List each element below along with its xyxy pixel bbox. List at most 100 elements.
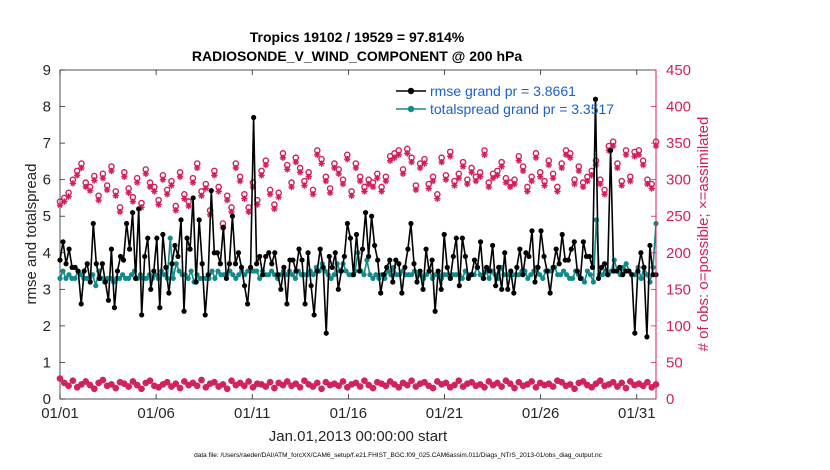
rmse-point <box>344 220 351 227</box>
totalspread-point <box>331 272 337 278</box>
obs-lower-assimilated-point <box>228 377 235 384</box>
totalspread-point <box>525 275 531 281</box>
obs-lower-assimilated-point <box>515 378 522 386</box>
obs-star-stroke <box>211 379 218 385</box>
obs-star-stroke <box>233 165 239 171</box>
rmse-point <box>384 264 390 270</box>
obs-assimilated-point <box>575 167 583 175</box>
obs-star-stroke <box>83 184 89 190</box>
obs-star-stroke <box>331 380 338 387</box>
obs-star-stroke <box>550 383 556 390</box>
rmse-point <box>84 261 90 267</box>
obs-star-stroke <box>305 174 312 180</box>
rmse-point <box>311 312 317 318</box>
y-right-tick-label: 350 <box>666 135 691 152</box>
obs-star-stroke <box>237 178 243 184</box>
obs-star-stroke <box>391 155 398 161</box>
obs-lower-assimilated-point <box>271 384 278 392</box>
y-left-tick-label: 0 <box>43 391 51 408</box>
obs-star-stroke <box>190 380 196 386</box>
obs-assimilated-point <box>434 195 441 202</box>
totalspread-point <box>185 275 191 281</box>
rmse-point <box>647 242 653 249</box>
obs-assimilated-point <box>627 177 634 185</box>
obs-assimilated-point <box>241 195 248 202</box>
obs-star-stroke <box>464 181 471 187</box>
rmse-point <box>359 246 366 252</box>
obs-star-stroke <box>57 375 63 382</box>
obs-star-stroke <box>516 157 522 164</box>
rmse-point <box>589 264 596 270</box>
obs-assimilated-point <box>301 182 308 189</box>
obs-star-stroke <box>601 191 608 197</box>
totalspread-point <box>63 275 69 281</box>
totalspread-point <box>590 279 597 285</box>
obs-assimilated-point <box>464 180 471 188</box>
obs-assimilated-point <box>198 192 205 199</box>
obs-assimilated-point <box>348 192 355 199</box>
obs-lower-assimilated-point <box>374 378 381 386</box>
rmse-point <box>387 257 393 263</box>
x-tick-label: 01/01 <box>41 405 79 422</box>
totalspread-point <box>477 272 483 278</box>
obs-star-stroke <box>477 174 483 180</box>
rmse-point <box>517 246 523 252</box>
y-left-tick-label: 4 <box>43 245 51 262</box>
y-right-tick-label: 450 <box>666 62 691 79</box>
obs-star-stroke <box>361 378 368 384</box>
totalspread-point <box>292 275 299 281</box>
rmse-point <box>644 334 650 340</box>
totalspread-point <box>611 257 617 263</box>
rmse-point <box>214 250 220 256</box>
obs-assimilated-point <box>335 170 342 178</box>
obs-star-stroke <box>370 385 376 391</box>
obs-star-stroke <box>456 175 462 181</box>
obs-lower-assimilated-point <box>279 381 287 389</box>
rmse-point <box>196 217 202 223</box>
obs-star-stroke <box>65 193 72 200</box>
rmse-point <box>462 253 469 260</box>
obs-star-stroke <box>567 155 573 161</box>
rmse-point <box>474 264 481 270</box>
rmse-point <box>78 301 84 307</box>
rmse-point <box>480 275 487 281</box>
rmse-point <box>60 239 66 245</box>
rmse-point <box>114 268 121 274</box>
obs-star-stroke <box>203 185 209 192</box>
y-left-tick-label: 9 <box>43 62 51 79</box>
obs-assimilated-point <box>601 191 608 198</box>
obs-assimilated-point <box>571 180 578 188</box>
obs-star-stroke <box>623 152 629 158</box>
rmse-point <box>223 275 229 281</box>
obs-lower-assimilated-point <box>579 378 587 385</box>
rmse-point <box>408 220 414 227</box>
obs-assimilated-point <box>78 164 85 172</box>
obs-assimilated-point <box>155 201 162 208</box>
obs-star-stroke <box>353 380 359 386</box>
obs-assimilated-point <box>425 185 432 192</box>
obs-assimilated-point <box>494 172 501 179</box>
obs-star-stroke <box>383 178 389 184</box>
obs-star-stroke <box>340 181 346 187</box>
obs-star-stroke <box>486 184 492 190</box>
obs-lower-assimilated-point <box>622 384 630 392</box>
rmse-point <box>251 114 257 121</box>
obs-star-stroke <box>460 163 466 170</box>
obs-star-stroke <box>524 188 531 195</box>
rmse-point <box>81 268 87 274</box>
obs-star-stroke <box>228 209 235 215</box>
obs-star-stroke <box>245 209 252 215</box>
obs-lower-assimilated-point <box>318 385 325 392</box>
obs-star-stroke <box>198 377 205 383</box>
rmse-point <box>145 235 151 241</box>
rmse-point <box>535 264 541 270</box>
obs-star-stroke <box>177 174 183 180</box>
obs-star-stroke <box>95 197 102 203</box>
obs-star-stroke <box>537 380 543 386</box>
obs-star-stroke <box>83 378 89 385</box>
rmse-point <box>550 264 556 270</box>
obs-star-stroke <box>477 381 483 388</box>
obs-star-stroke <box>378 380 385 387</box>
obs-star-stroke <box>576 168 582 174</box>
